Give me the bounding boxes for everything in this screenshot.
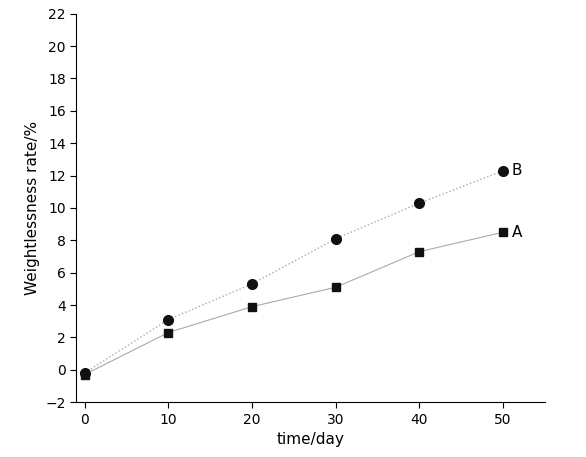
Text: B: B xyxy=(512,163,522,178)
X-axis label: time/day: time/day xyxy=(277,432,345,447)
Text: A: A xyxy=(512,225,522,240)
Y-axis label: Weightlessness rate/%: Weightlessness rate/% xyxy=(25,121,40,295)
